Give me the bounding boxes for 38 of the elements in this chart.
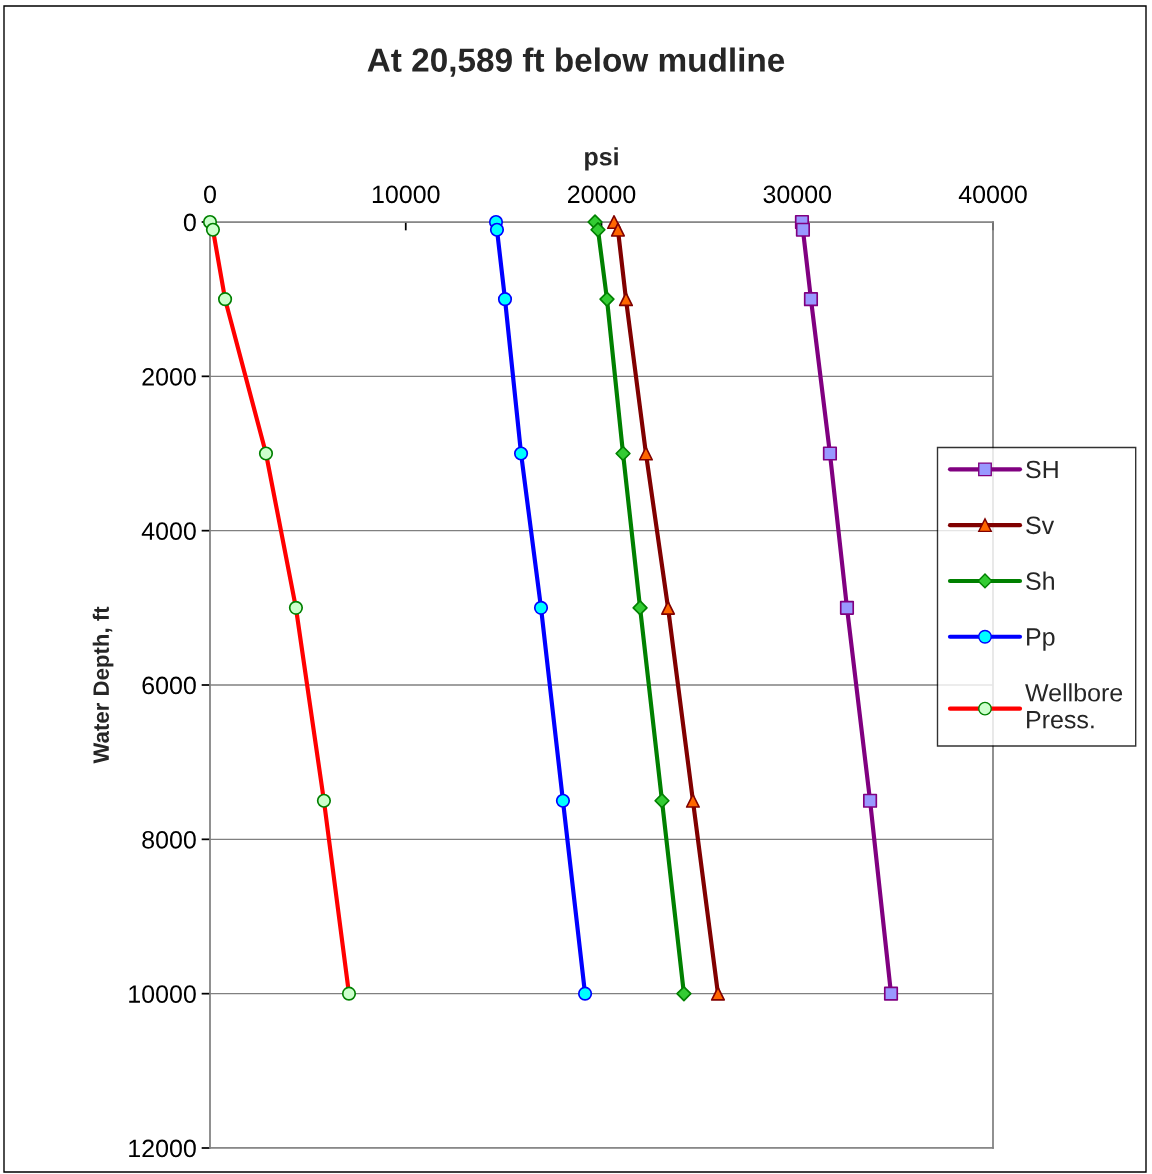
y-axis-title: Water Depth, ft [92,606,114,764]
legend-label: Pp [1027,628,1055,651]
y-tick-label: 2000 [142,367,196,386]
y-tick-label: 8000 [142,830,196,849]
chart-title: At 20,589 ft below mudline [367,47,785,77]
y-tick-label: 6000 [142,676,196,695]
point [599,291,615,307]
point [839,600,855,615]
y-tick-label: 12000 [129,1139,196,1158]
point [660,600,676,615]
point [883,986,899,1001]
x-tick-label: 40000 [958,185,1027,204]
legend-label: Wellbore Press. [1025,683,1123,729]
point [654,793,670,809]
legend-label: SH [1026,460,1058,479]
point [710,986,726,1001]
x-tick-label: 10000 [372,185,440,204]
y-tick-label: 0 [183,213,196,232]
x-tick-label: 20000 [568,185,636,204]
point [795,222,811,237]
point [685,793,701,808]
y-tick-label: 10000 [129,985,196,1003]
point [590,222,606,238]
y-tick-label: 4000 [141,522,196,540]
point [676,985,692,1002]
x-tick-label: 30000 [763,185,832,204]
point [803,292,819,307]
point [632,600,648,616]
legend-label: Sh [1026,571,1054,590]
point [862,793,878,808]
legend-label: Sv [1026,516,1055,535]
x-axis-title: psi [585,147,618,171]
x-tick-label: 0 [204,185,216,204]
point [615,445,631,462]
point [610,222,626,237]
point [618,292,634,307]
point [822,446,838,461]
point [638,446,654,461]
